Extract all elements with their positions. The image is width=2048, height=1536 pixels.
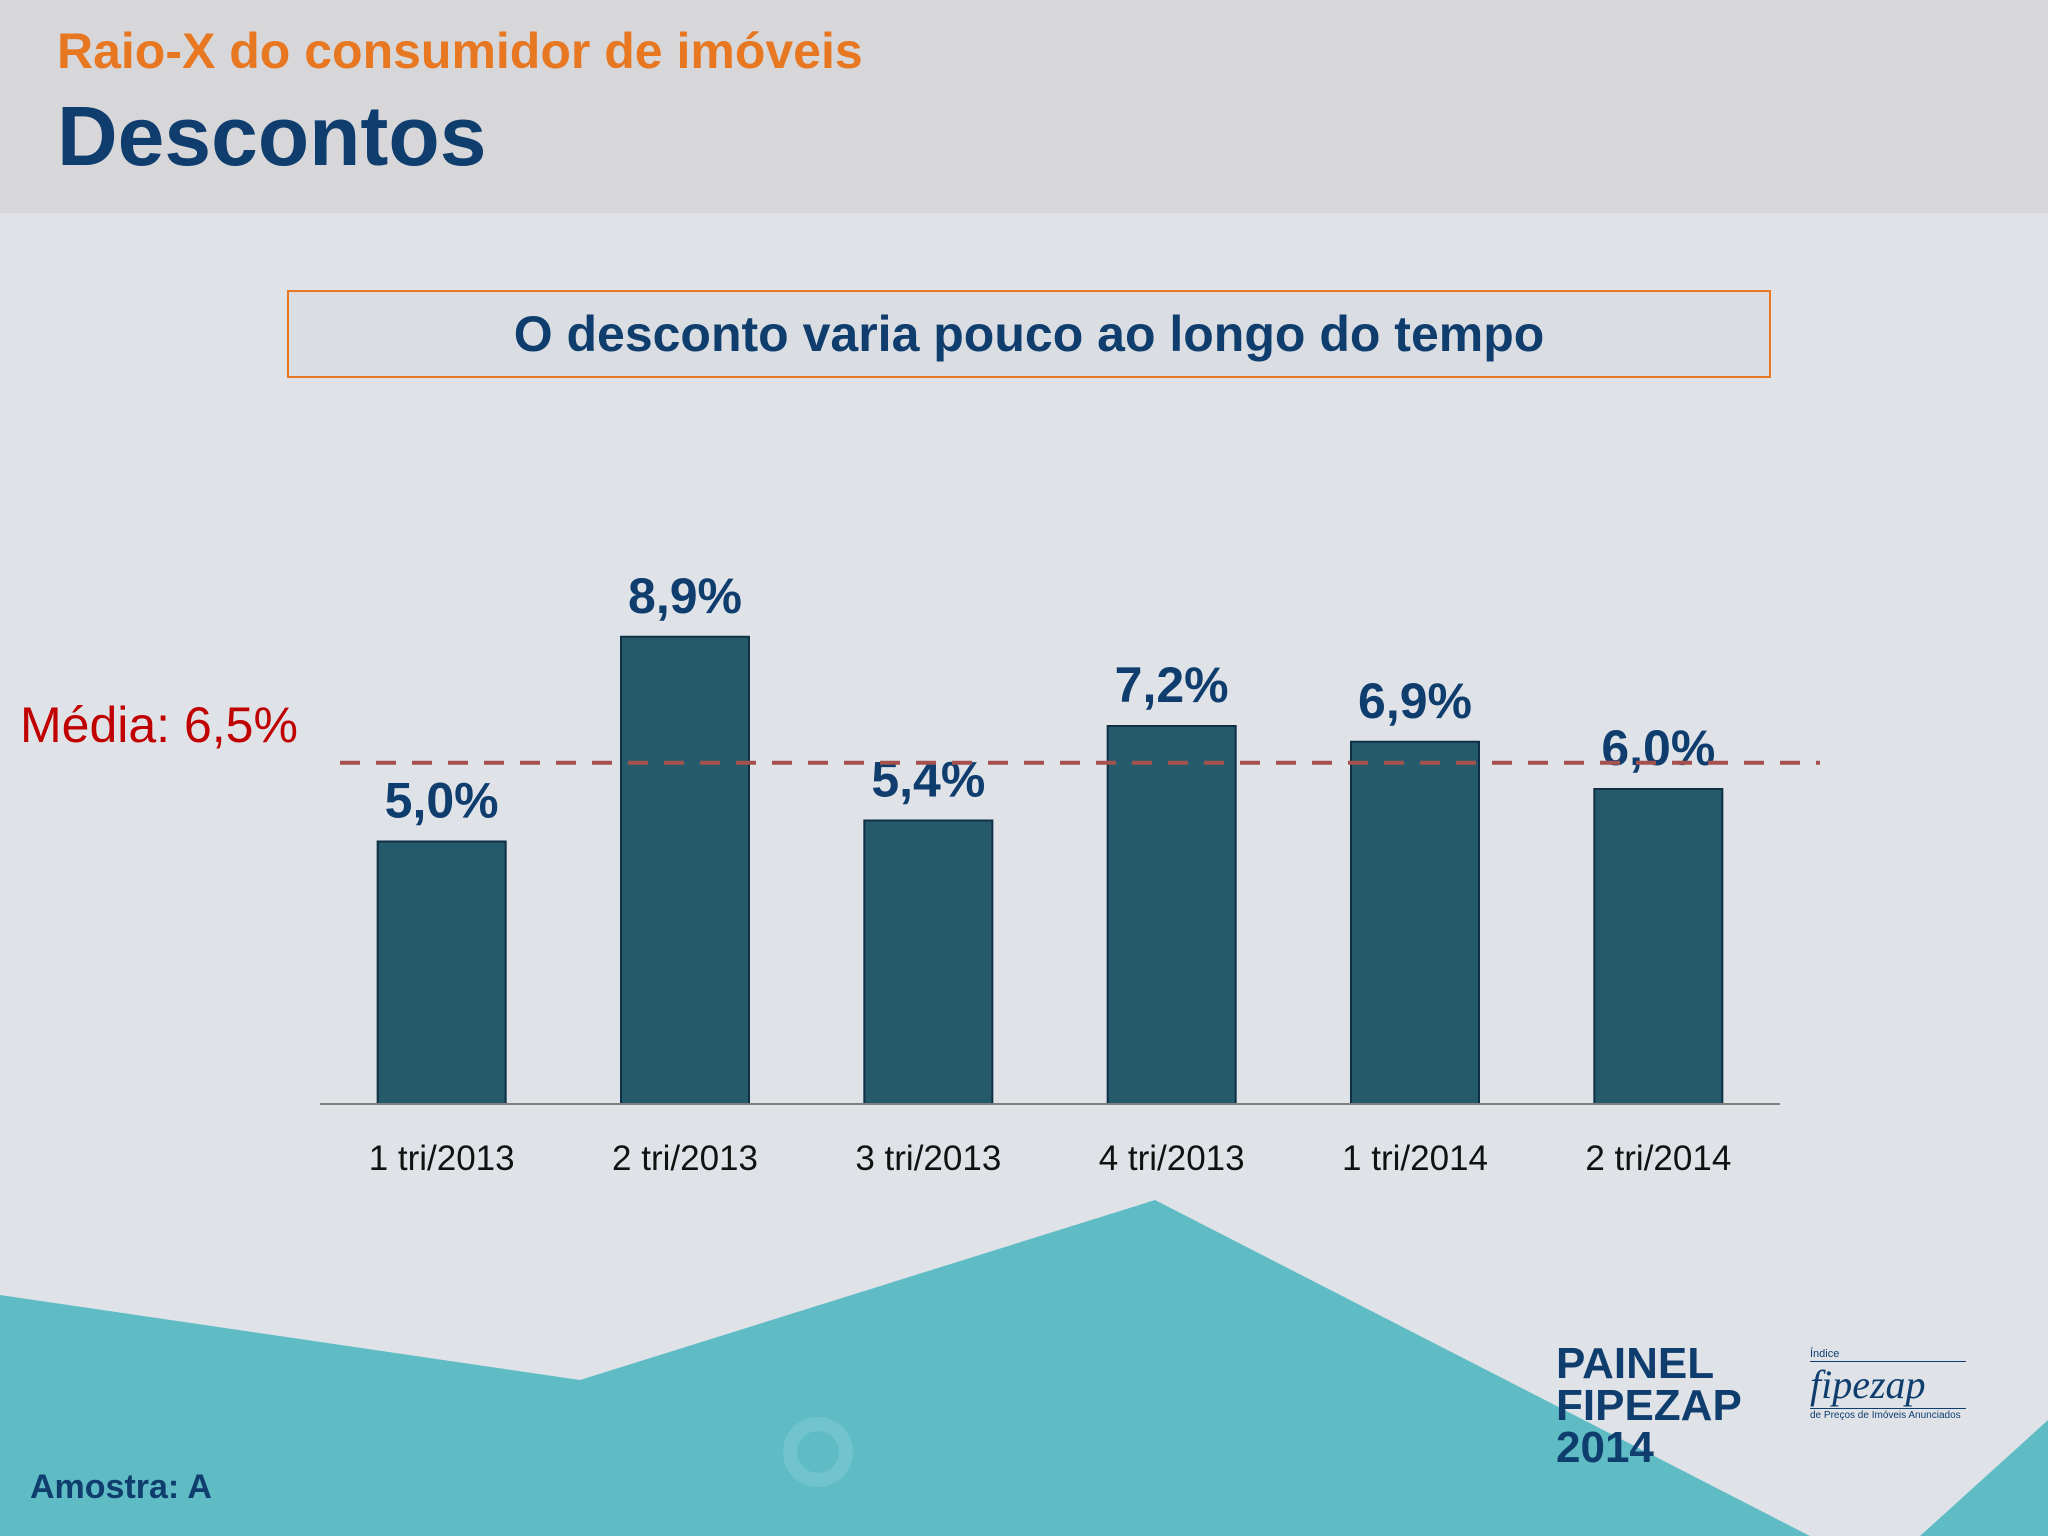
decor-circle	[783, 1417, 853, 1487]
painel-fipezap-logo: PAINEL FIPEZAP 2014	[1556, 1339, 1742, 1472]
data-label: 5,4%	[871, 752, 985, 808]
data-label: 5,0%	[385, 773, 499, 829]
x-tick-label: 1 tri/2014	[1342, 1139, 1488, 1178]
data-label: 8,9%	[628, 568, 742, 624]
bar	[376, 840, 507, 1105]
teal-corner-shape	[1920, 1420, 2048, 1536]
teal-mountain-shape	[0, 1200, 1810, 1536]
sample-note: Amostra: A	[30, 1468, 212, 1506]
fipezap-tagline: de Preços de Imóveis Anunciados	[1810, 1410, 1961, 1421]
fipezap-small-text: Índice	[1810, 1348, 1840, 1360]
x-tick-label: 2 tri/2014	[1585, 1139, 1731, 1178]
bar	[1350, 740, 1480, 1105]
bar	[620, 635, 750, 1105]
chart-subtitle: O desconto varia pouco ao longo do tempo	[513, 306, 1545, 362]
bar	[1106, 725, 1237, 1105]
data-label: 7,2%	[1115, 657, 1229, 713]
average-label: Média: 6,5%	[20, 697, 298, 753]
fipezap-index-logo: Índice fipezap de Preços de Imóveis Anun…	[1810, 1348, 1966, 1421]
logo-line: FIPEZAP	[1556, 1381, 1742, 1430]
header-band: Raio-X do consumidor de imóveis Desconto…	[0, 0, 2048, 213]
x-tick-label: 1 tri/2013	[369, 1139, 515, 1178]
subtitle-box: O desconto varia pouco ao longo do tempo	[287, 290, 1771, 378]
section-kicker: Raio-X do consumidor de imóveis	[57, 23, 863, 79]
x-tick-label: 2 tri/2013	[612, 1139, 758, 1178]
page-title: Descontos	[57, 89, 487, 183]
data-label: 6,0%	[1601, 720, 1715, 776]
logo-rule	[1810, 1408, 1966, 1409]
logo-line: 2014	[1556, 1423, 1654, 1472]
x-tick-label: 3 tri/2013	[855, 1139, 1001, 1178]
logo-line: PAINEL	[1556, 1339, 1715, 1388]
fipezap-wordmark: fipezap	[1810, 1362, 1926, 1407]
bar	[863, 819, 994, 1105]
x-tick-label: 4 tri/2013	[1099, 1139, 1245, 1178]
bar	[1593, 788, 1724, 1105]
data-label: 6,9%	[1358, 673, 1472, 729]
logo-rule	[1810, 1361, 1966, 1362]
